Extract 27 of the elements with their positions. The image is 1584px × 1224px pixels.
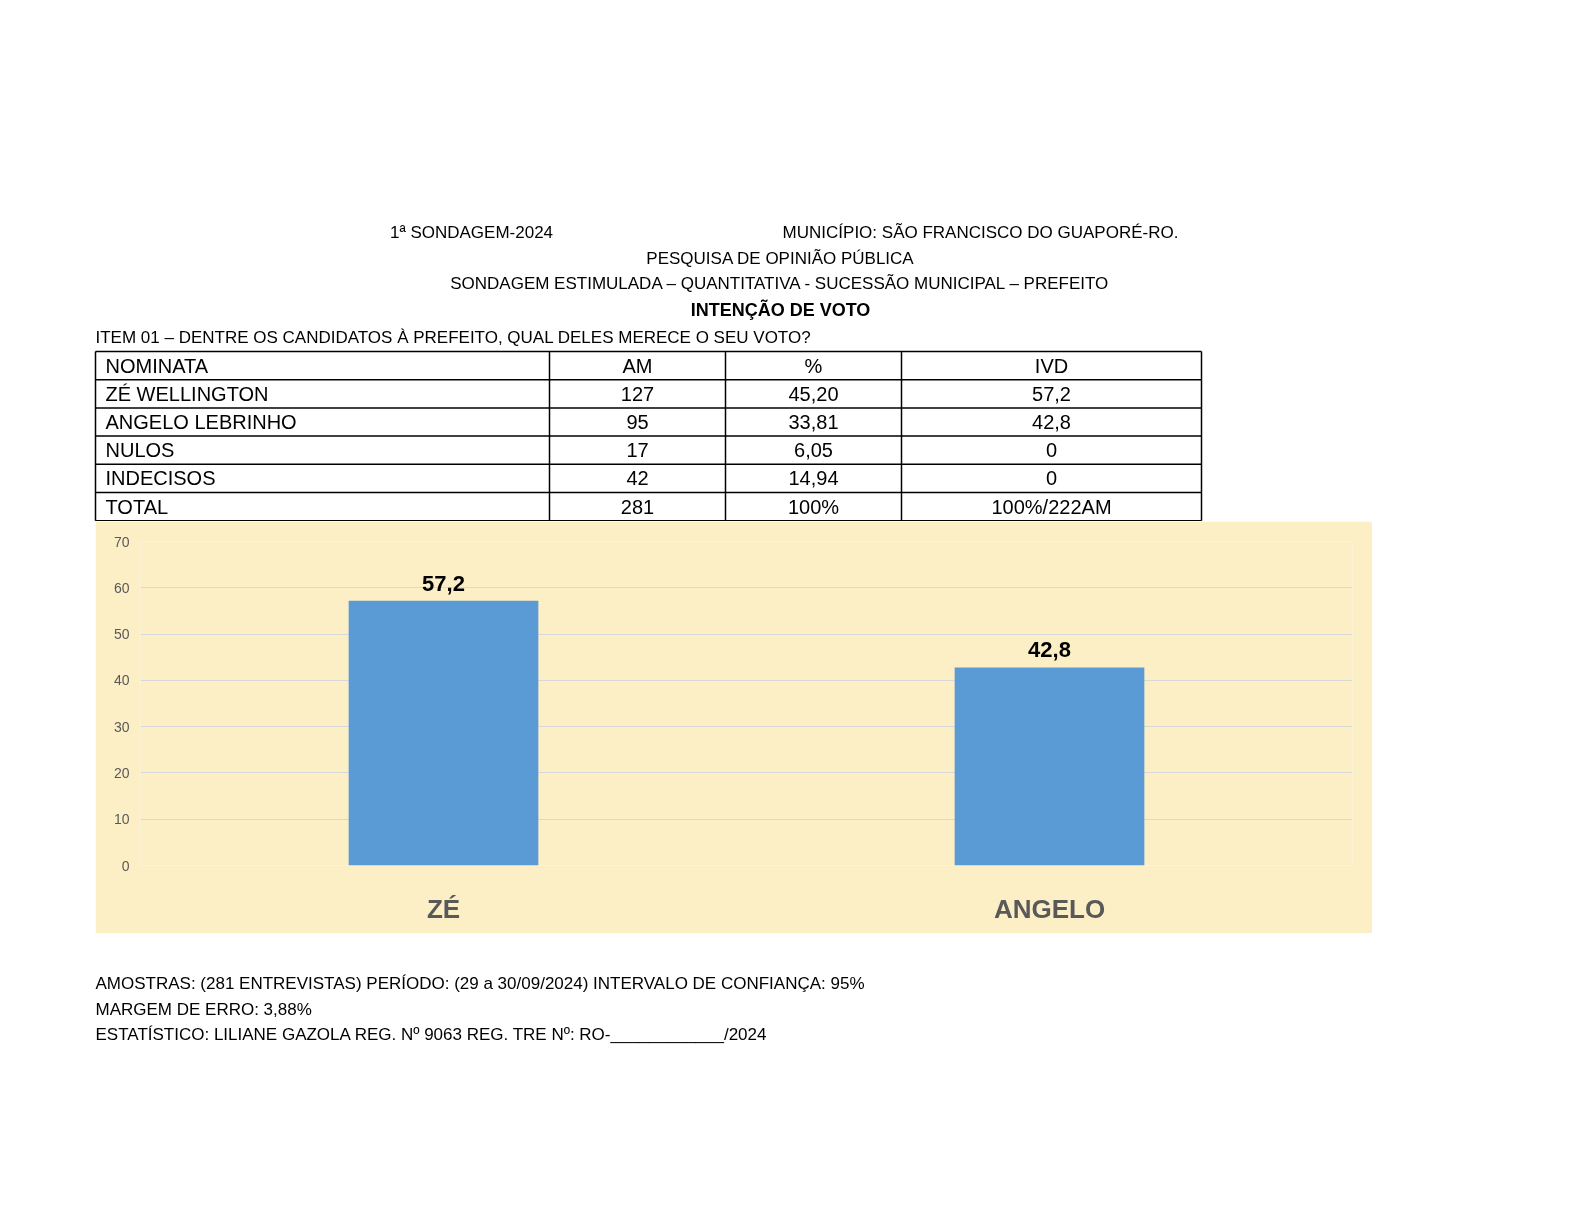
text: SONDAGEM ESTIMULADA – QUANTITATIVA - SUCESSÃO MUNICIPAL – PREFEITO: [450, 274, 1109, 293]
text: MARGEM DE ERRO: 3,88%: [95, 999, 312, 1019]
text: NULOS 17 6,05 0: [105, 439, 1058, 462]
x-tick-label: ANGELO: [993, 893, 1106, 924]
text: INDECISOS 42 14,94 0: [105, 467, 1058, 490]
text: TOTAL 281 100% 100%/222AM: [105, 495, 1112, 518]
y-tick-label: 40: [113, 672, 130, 689]
text: 1ª SONDAGEM-2024: [389, 223, 554, 242]
data-label: 57,2: [422, 570, 465, 596]
y-tick-label: 10: [113, 811, 130, 828]
text: AMOSTRAS: (281 ENTREVISTAS) PERÍODO: (29 a 30/09/2024) INTERVALO DE CONFIANÇA: 95%: [95, 974, 865, 993]
x-tick-label: ZÉ: [426, 893, 461, 924]
text: NOMINATA AM % IVD: [105, 354, 1069, 377]
y-tick-label: 70: [113, 533, 130, 550]
text: MUNICÍPIO: SÃO FRANCISCO DO GUAPORÉ-RO.: [782, 223, 1179, 242]
text: ITEM 01 – DENTRE OS CANDIDATOS À PREFEITO, QUAL DELES MERECE O SEU VOTO?: [95, 328, 811, 347]
text: PESQUISA DE OPINIÃO PÚBLICA: [646, 249, 915, 268]
y-tick-label: 20: [113, 764, 130, 781]
text: ZÉ WELLINGTON 127 45,20 57,2: [105, 382, 1071, 405]
y-tick-label: 60: [113, 579, 130, 596]
text: ESTATÍSTICO: LILIANE GAZOLA REG. Nº 9063 REG. TRE Nº: RO-____________/2024: [95, 1025, 767, 1044]
chart-title: INTENÇÃO DE VOTO: [690, 298, 871, 320]
y-tick-label: 30: [113, 718, 130, 735]
y-tick-label: 0: [121, 857, 130, 874]
data-label: 42,8: [1028, 637, 1071, 663]
y-tick-label: 50: [113, 626, 130, 643]
text: ANGELO LEBRINHO 95 33,81 42,8: [105, 411, 1071, 433]
